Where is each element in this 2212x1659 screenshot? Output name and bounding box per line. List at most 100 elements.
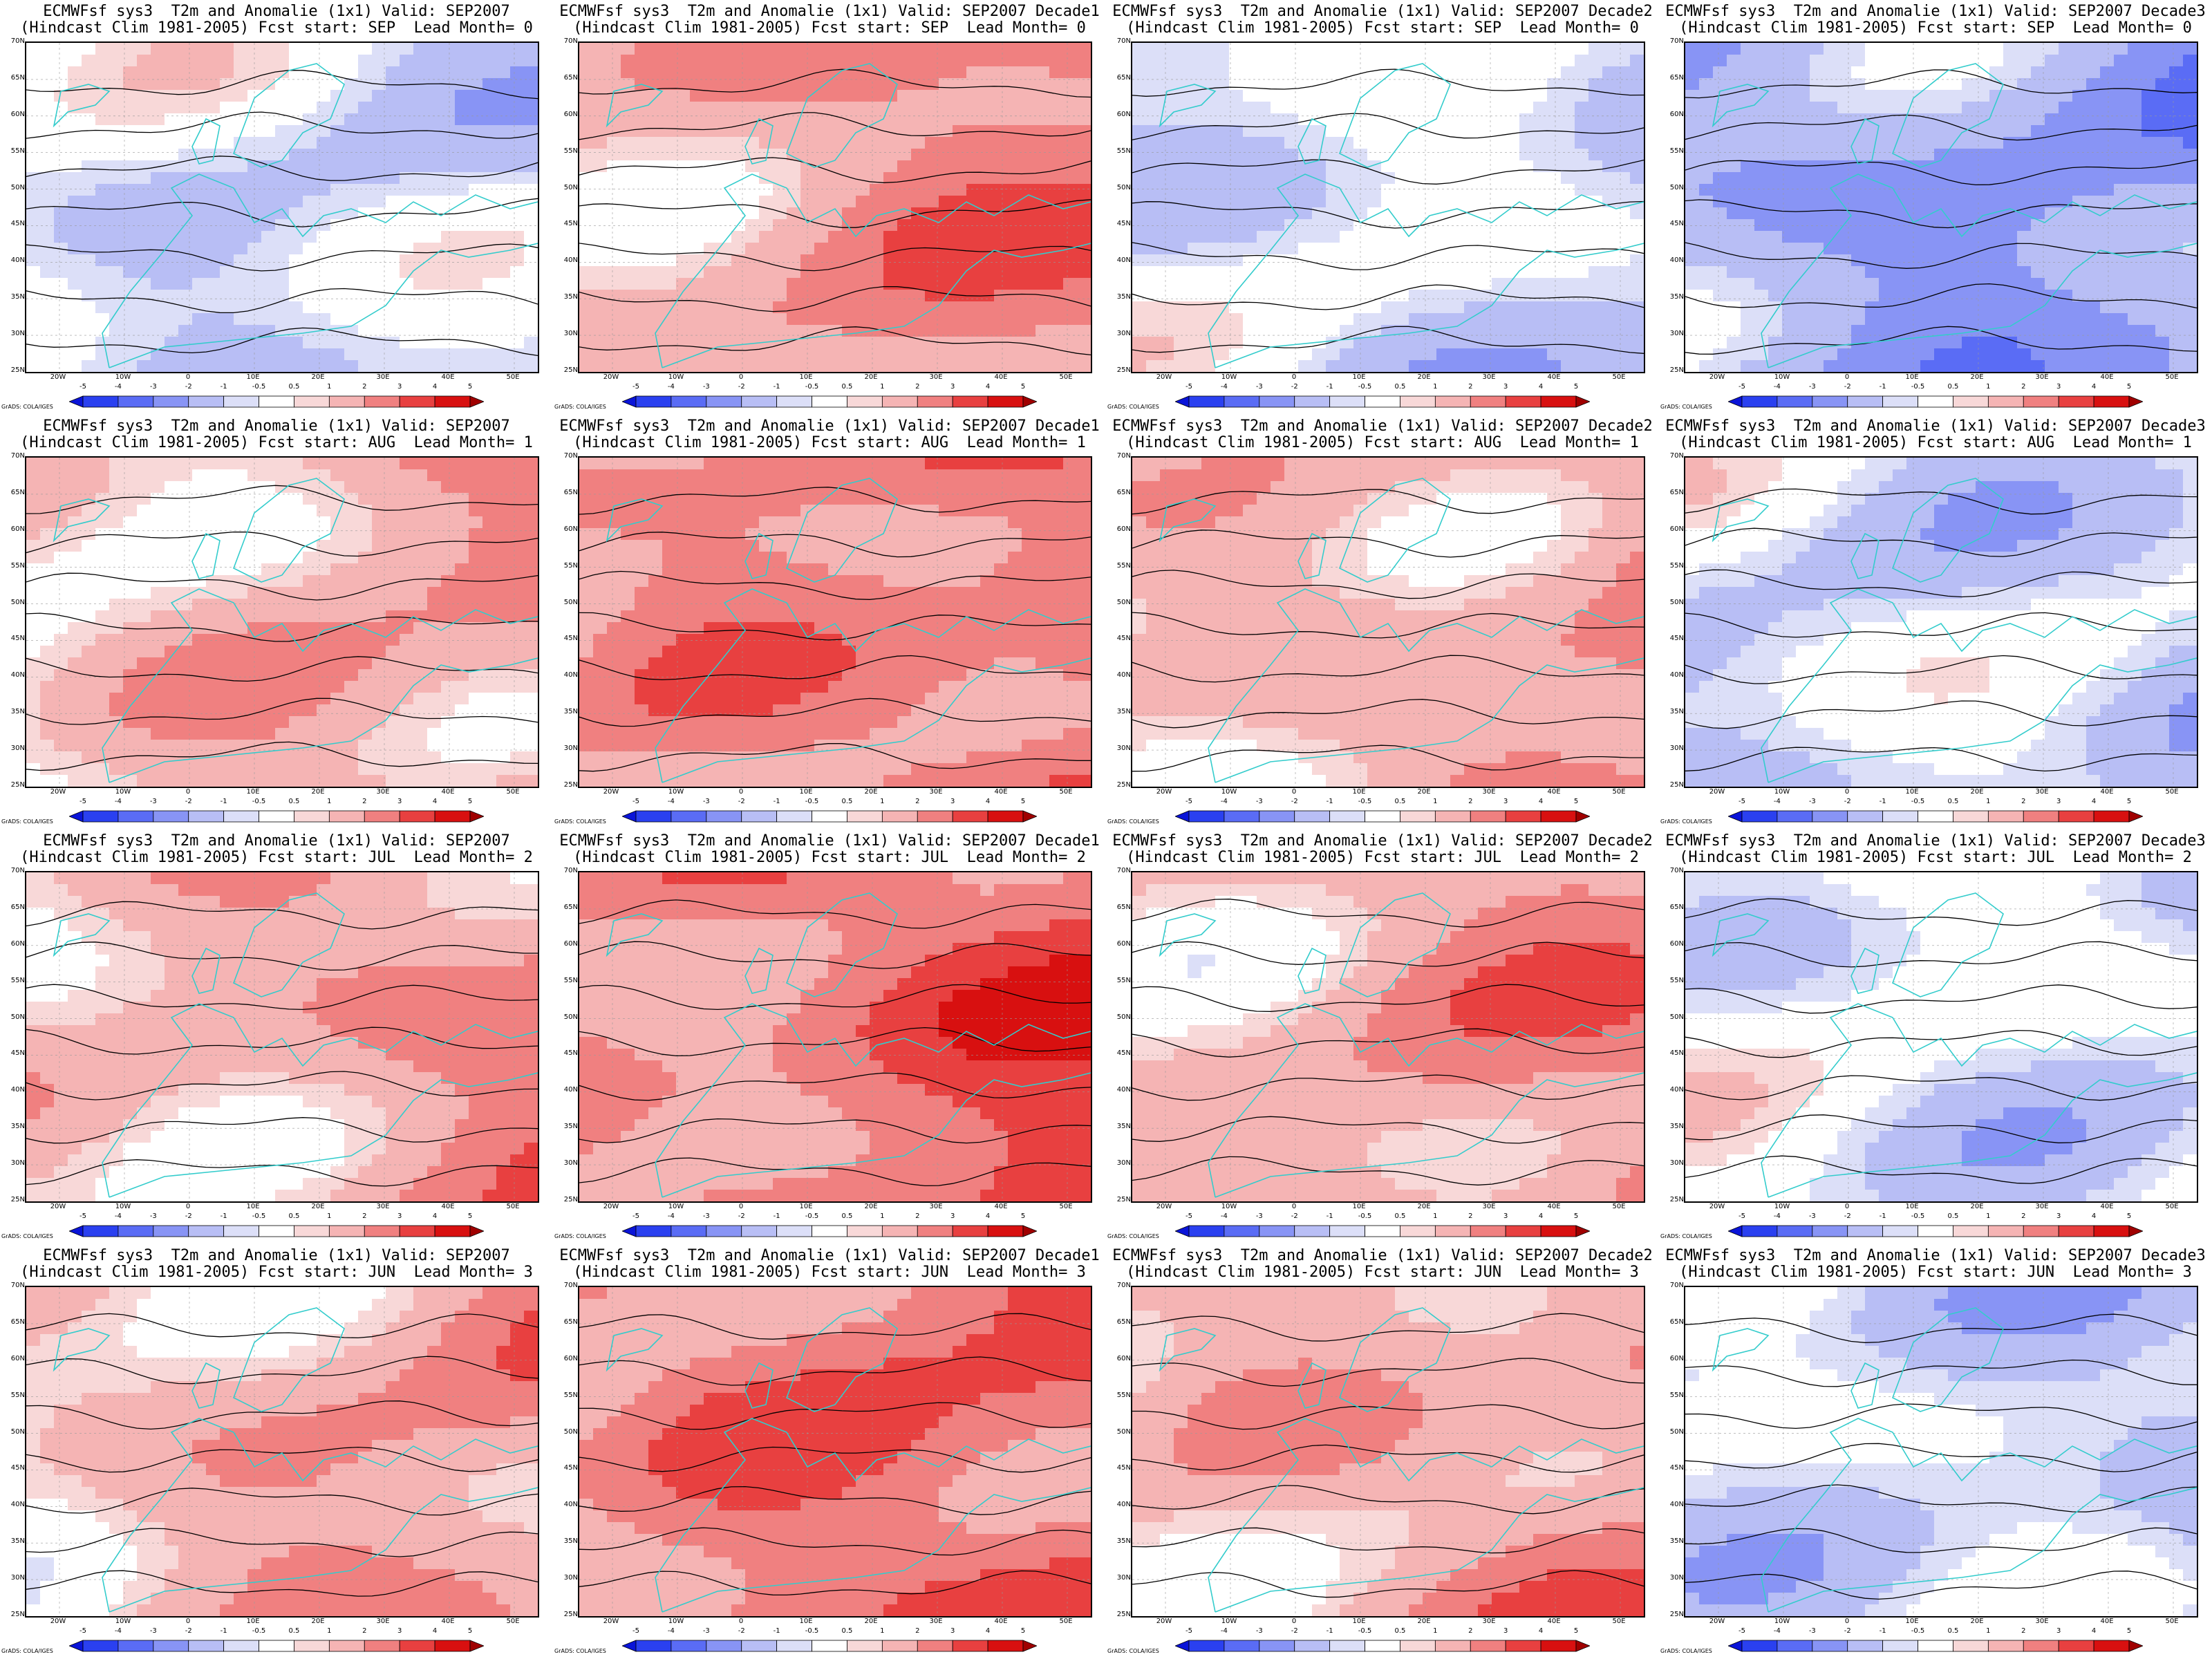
anomaly-cell [1146, 313, 1161, 326]
anomaly-cell [787, 172, 801, 185]
anomaly-cell [1284, 137, 1299, 149]
anomaly-cell [165, 196, 179, 208]
anomaly-cell [1188, 254, 1202, 267]
anomaly-cell [1768, 243, 1783, 255]
anomaly-cell [2031, 301, 2045, 314]
anomaly-cell [1810, 231, 1824, 243]
anomaly-cell [234, 348, 248, 361]
anomaly-cell [1423, 348, 1437, 361]
anomaly-cell [82, 481, 96, 494]
anomaly-cell [26, 610, 41, 623]
colorbar-label: -3 [149, 383, 157, 391]
anomaly-cell [1271, 196, 1285, 208]
anomaly-cell [2114, 207, 2128, 220]
anomaly-cell [400, 137, 414, 149]
anomaly-cell [704, 196, 718, 208]
anomaly-cell [1132, 113, 1147, 126]
anomaly-cell [1188, 90, 1202, 102]
anomaly-cell [469, 301, 483, 314]
anomaly-cell [482, 540, 497, 552]
anomaly-cell [1837, 160, 1852, 173]
anomaly-cell [1741, 278, 1755, 290]
anomaly-cell [648, 125, 663, 138]
anomaly-cell [718, 231, 732, 243]
anomaly-cell [842, 149, 856, 161]
anomaly-cell [1754, 254, 1769, 267]
anomaly-cell [2128, 125, 2142, 138]
anomaly-cell [1229, 78, 1244, 91]
anomaly-cell [1436, 55, 1451, 67]
anomaly-cell [1699, 219, 1714, 232]
anomaly-cell [1492, 66, 1506, 79]
anomaly-cell [1243, 102, 1257, 114]
anomaly-cell [1989, 43, 2004, 55]
anomaly-cell [1837, 243, 1852, 255]
anomaly-cell [1810, 160, 1824, 173]
anomaly-cell [1575, 125, 1589, 138]
anomaly-cell [1810, 207, 1824, 220]
anomaly-cell [192, 113, 207, 126]
anomaly-cell [911, 113, 926, 126]
anomaly-cell [1492, 137, 1506, 149]
anomaly-cell [2100, 348, 2115, 361]
anomaly-cell [1768, 219, 1783, 232]
anomaly-cell [247, 313, 262, 326]
colorbar-swatch [82, 395, 119, 408]
anomaly-cell [1367, 172, 1382, 185]
colorbar-label: -3 [1255, 383, 1263, 391]
anomaly-cell [1575, 325, 1589, 337]
anomaly-cell [234, 102, 248, 114]
anomaly-cell [814, 313, 829, 326]
anomaly-cell [1464, 113, 1479, 126]
anomaly-cell [400, 325, 414, 337]
anomaly-cell [1519, 196, 1534, 208]
anomaly-cell [317, 149, 331, 161]
anomaly-cell [2086, 231, 2101, 243]
anomaly-cell [400, 360, 414, 372]
anomaly-cell [2045, 301, 2059, 314]
anomaly-cell [234, 184, 248, 196]
anomaly-cell [800, 137, 815, 149]
anomaly-cell [1879, 290, 1893, 302]
anomaly-cell [1533, 90, 1548, 102]
anomaly-cell [247, 301, 262, 314]
anomaly-cell [1810, 243, 1824, 255]
anomaly-cell [1188, 184, 1202, 196]
anomaly-cell [1713, 137, 1727, 149]
anomaly-cell [165, 113, 179, 126]
anomaly-cell [1506, 160, 1520, 173]
anomaly-cell [1188, 231, 1202, 243]
anomaly-cell [966, 184, 981, 196]
anomaly-cell [1271, 43, 1285, 55]
anomaly-cell [704, 55, 718, 67]
anomaly-cell [372, 516, 386, 529]
anomaly-cell [109, 587, 124, 599]
anomaly-cell [289, 196, 303, 208]
anomaly-cell [579, 243, 594, 255]
anomaly-cell [1533, 43, 1548, 55]
anomaly-cell [593, 125, 608, 138]
anomaly-cell [1271, 266, 1285, 279]
anomaly-cell [828, 313, 843, 326]
anomaly-cell [109, 172, 124, 185]
anomaly-cell [800, 90, 815, 102]
anomaly-cell [220, 469, 234, 482]
anomaly-cell [1436, 137, 1451, 149]
anomaly-cell [400, 66, 414, 79]
anomaly-cell [1796, 196, 1810, 208]
anomaly-cell [151, 137, 165, 149]
anomaly-cell [289, 348, 303, 361]
anomaly-cell [358, 184, 373, 196]
anomaly-cell [2086, 149, 2101, 161]
anomaly-cell [980, 231, 995, 243]
anomaly-cell [82, 149, 96, 161]
anomaly-cell [1395, 313, 1409, 326]
anomaly-cell [261, 78, 276, 91]
anomaly-cell [261, 337, 276, 349]
anomaly-cell [123, 516, 138, 529]
colorbar-swatch [987, 395, 1024, 408]
anomaly-cell [1022, 243, 1036, 255]
anomaly-cell [1727, 337, 1741, 349]
anomaly-cell [1395, 290, 1409, 302]
anomaly-cell [1810, 325, 1824, 337]
